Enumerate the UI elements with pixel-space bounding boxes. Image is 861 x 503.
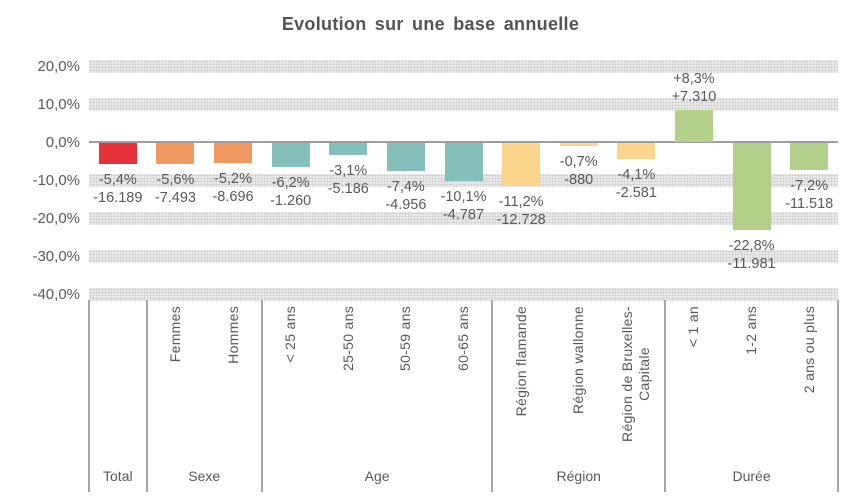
bar-value-label: +8,3% +7.310 (671, 71, 717, 106)
zero-axis-line (89, 141, 838, 143)
y-axis-tick-label: -20,0% (32, 210, 80, 227)
category-label: 50-59 ans (397, 306, 414, 371)
category-label: Femmes (166, 306, 183, 363)
bar (444, 143, 483, 182)
group-separator (491, 300, 494, 492)
gridline-band (89, 249, 838, 263)
bar (329, 143, 368, 155)
chart-title: Evolution sur une base annuelle (281, 14, 580, 34)
bar (559, 143, 598, 146)
group-label: Région (556, 468, 601, 484)
gridline-band (89, 97, 838, 111)
y-axis-tick-label: -30,0% (32, 248, 80, 265)
bar-value-label: -5,4% -16.189 (93, 171, 143, 206)
bar-value-label: -3,1% -5.186 (327, 162, 369, 197)
group-label: Sexe (188, 468, 221, 484)
bar (502, 143, 541, 186)
category-label: < 25 ans (282, 306, 299, 363)
bar-value-label: -7,2% -11.518 (785, 178, 834, 213)
bar-value-label: -7,4% -4.956 (385, 179, 427, 214)
group-separator (145, 300, 148, 492)
category-label: Hommes (224, 306, 241, 364)
bar-value-label: -22,8% -11.981 (727, 237, 776, 272)
gridline-band (89, 211, 838, 225)
bar (98, 143, 137, 164)
bar-value-label: -10,1% -4.787 (440, 189, 487, 224)
gridline-band (89, 59, 838, 73)
group-separator (260, 300, 263, 492)
y-axis-tick-label: -10,0% (32, 172, 80, 189)
group-label: Age (364, 468, 390, 484)
group-separator (837, 300, 839, 492)
bar-value-label: -4,1% -2.581 (615, 166, 657, 201)
category-label: 60-65 ans (455, 306, 471, 371)
group-label: Durée (732, 468, 771, 484)
bar (386, 143, 425, 172)
y-axis-tick-label: 10,0% (37, 96, 80, 113)
bar-value-label: -0,7% -880 (559, 153, 598, 188)
category-label: < 1 an (685, 306, 702, 348)
bar-value-label: -11,2% -12.728 (496, 193, 546, 228)
bar (617, 143, 656, 159)
bar-value-label: -5,6% -7.493 (154, 172, 196, 207)
bar (674, 110, 713, 142)
category-label: 25-50 ans (339, 306, 356, 371)
bar (271, 143, 310, 167)
y-axis-tick-label: 0,0% (45, 134, 80, 151)
y-axis-tick-label: 20,0% (37, 58, 80, 75)
y-axis-tick-label: -40,0% (32, 286, 80, 303)
group-label: Total (103, 468, 133, 484)
category-label: 1-2 ans (743, 306, 760, 355)
bar-value-label: -6,2% -1.260 (270, 174, 312, 209)
category-label: 2 ans ou plus (800, 306, 817, 394)
group-separator (664, 300, 667, 492)
bar (214, 143, 253, 163)
bar (790, 143, 829, 171)
bar (156, 143, 195, 165)
bar-value-label: -5,2% -8.696 (212, 170, 254, 205)
gridline-band (89, 287, 838, 301)
group-separator (88, 300, 90, 492)
bar (732, 143, 771, 230)
